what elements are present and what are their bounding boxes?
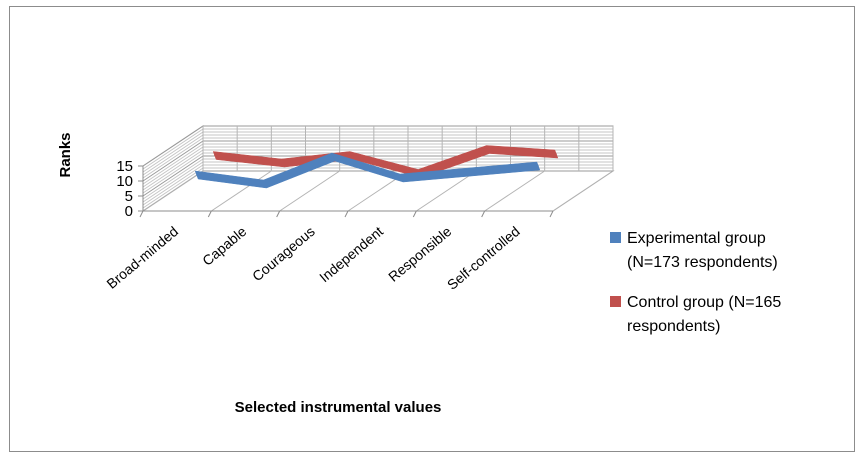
gridline-floor (484, 170, 545, 212)
data-point (537, 165, 539, 167)
gridline-floor (211, 170, 272, 212)
series-segment (194, 170, 267, 189)
x-axis-categories: Broad-minded Capable CourageousIndependent… (103, 210, 554, 293)
chart-gridlines (142, 125, 614, 212)
data-point (469, 171, 471, 173)
series-segment (468, 161, 541, 177)
x-category-label: Courageous (249, 223, 318, 284)
y-axis-label: Ranks (57, 132, 74, 177)
legend-item: Control group (N=165 respondents) (610, 294, 781, 335)
x-tick-mark (481, 210, 486, 218)
gridline-floor (142, 170, 204, 212)
y-tick-label: 5 (125, 188, 133, 205)
data-point (350, 155, 352, 156)
legend-label: Control group (N=165 respondents) (627, 294, 781, 335)
gridline-floor (416, 170, 477, 212)
x-tick-mark (207, 210, 212, 218)
data-point (196, 174, 198, 176)
x-tick-mark (549, 210, 554, 218)
x-tick-mark (276, 210, 281, 218)
x-category-label: Independent (316, 223, 386, 285)
series-layer (194, 145, 559, 189)
data-point (401, 177, 403, 179)
legend-item: Experimental group (N=173 respondents) (610, 230, 778, 271)
data-point (214, 155, 216, 156)
y-tick-label: 0 (125, 203, 133, 220)
data-point (332, 156, 334, 158)
x-category-label: Capable (199, 223, 249, 269)
x-category-label: Responsible (385, 223, 454, 285)
data-point (555, 153, 557, 155)
legend-swatch (610, 296, 621, 307)
gridline-floor (279, 170, 340, 212)
legend-label: Experimental group (N=173 respondents) (627, 230, 778, 271)
chart-frame: 0 5 10 15 Broad-minded Capable Courageous Inde… (9, 6, 855, 452)
legend: Experimental group (N=173 respondents) Con… (610, 230, 781, 335)
x-tick-mark (139, 210, 144, 218)
y-tick-label: 10 (116, 173, 133, 190)
data-point (264, 183, 266, 185)
y-tick-label: 15 (116, 158, 133, 175)
data-point (282, 162, 284, 164)
x-axis-label: Selected instrumental values (235, 399, 442, 416)
x-category-label: Broad-minded (103, 223, 181, 292)
series-line (194, 152, 541, 189)
series-segment (486, 145, 559, 159)
x-tick-mark (412, 210, 417, 218)
gridline-floor (552, 170, 614, 212)
data-point (487, 149, 489, 150)
x-tick-mark (344, 210, 349, 218)
legend-swatch (610, 232, 621, 243)
x-category-label: Self-controlled (444, 223, 523, 293)
